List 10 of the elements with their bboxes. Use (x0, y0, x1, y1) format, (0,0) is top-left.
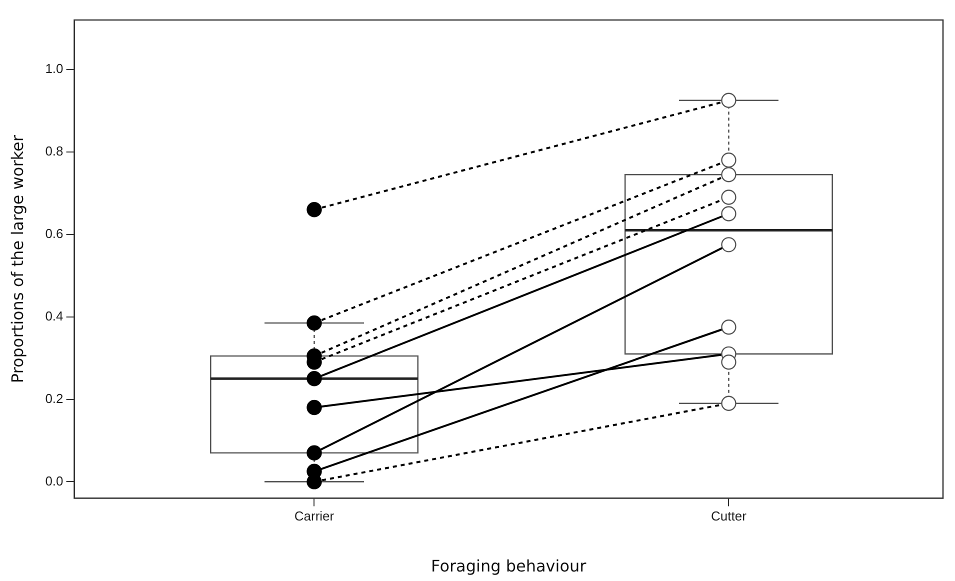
y-tick-label: 0.6 (45, 226, 64, 241)
y-tick-label: 0.0 (45, 473, 64, 488)
x-axis-title: Foraging behaviour (431, 556, 587, 576)
x-tick-label: Carrier (294, 508, 335, 524)
y-tick-label: 0.2 (45, 390, 64, 406)
y-axis-title: Proportions of the large worker (8, 134, 27, 384)
x-tick-label: Cutter (711, 508, 748, 524)
y-tick-label: 0.8 (45, 143, 64, 158)
y-tick-label: 0.4 (45, 308, 64, 324)
y-tick-label: 1.0 (45, 61, 64, 76)
